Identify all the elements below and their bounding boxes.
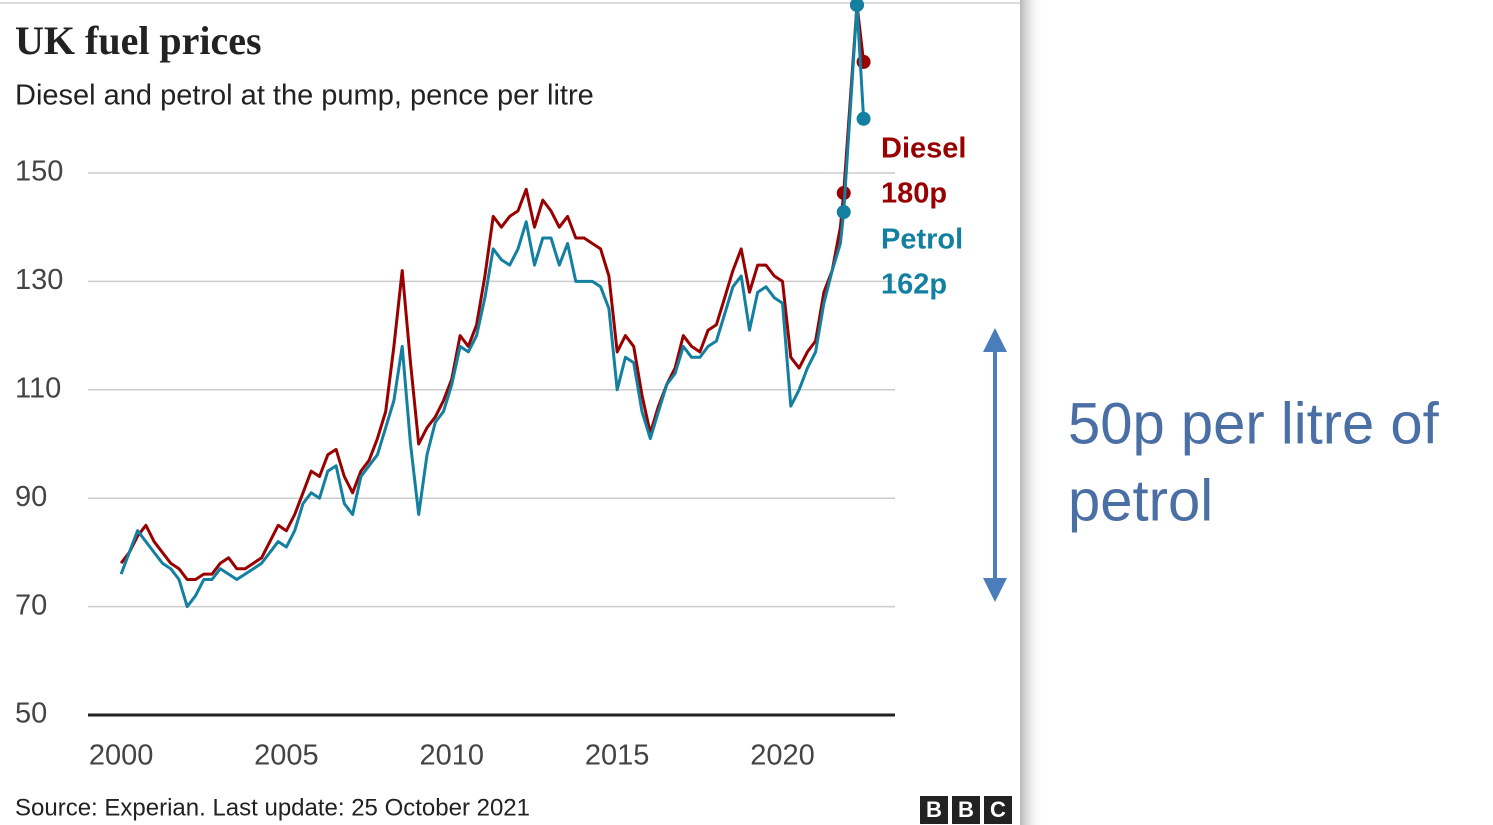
annotation: petrol — [1068, 468, 1213, 533]
y-tick-label: 90 — [15, 481, 47, 513]
series-end-label: 180p — [881, 178, 947, 210]
x-tick-label: 2015 — [585, 740, 650, 772]
logo-box — [920, 796, 948, 824]
logo-letter: B — [958, 797, 974, 822]
source: Source: Experian. Last update: 25 Octobe… — [15, 794, 530, 821]
x-tick-label: 2020 — [750, 740, 815, 772]
plot-area: 50 70 90 110 130 150 2000 2005 2010 2015 2020 Diese… — [15, 0, 966, 772]
series-end-label: 162p — [881, 269, 947, 301]
end-dot — [856, 111, 871, 126]
panel-shadow — [1020, 0, 1044, 825]
annotation: 50p per litre of — [1068, 391, 1440, 456]
chart-title: UK fuel prices — [15, 18, 262, 63]
logo-box — [984, 796, 1012, 824]
series-line — [119, 3, 866, 581]
series-label: Diesel — [881, 133, 966, 165]
end-dot — [849, 0, 864, 12]
x-tick-label: 2010 — [420, 740, 485, 772]
logo-letter: C — [990, 797, 1006, 822]
arrow-head — [983, 328, 1007, 352]
series-line — [119, 3, 866, 609]
arrow-head — [983, 578, 1007, 602]
logo-box — [952, 796, 980, 824]
chart-subtitle: Diesel and petrol at the pump, pence per… — [15, 80, 594, 112]
y-tick-label: 70 — [15, 589, 47, 621]
y-tick-label: 130 — [15, 264, 63, 296]
y-tick-label: 150 — [15, 156, 63, 188]
logo-letter: B — [926, 797, 942, 822]
y-tick-label: 50 — [15, 698, 47, 730]
x-tick-label: 2005 — [254, 740, 319, 772]
arrow — [983, 328, 1007, 602]
x-tick-label: 2000 — [89, 740, 154, 772]
end-dot — [836, 205, 851, 220]
series-label: Petrol — [881, 224, 963, 256]
y-tick-label: 110 — [15, 372, 61, 404]
